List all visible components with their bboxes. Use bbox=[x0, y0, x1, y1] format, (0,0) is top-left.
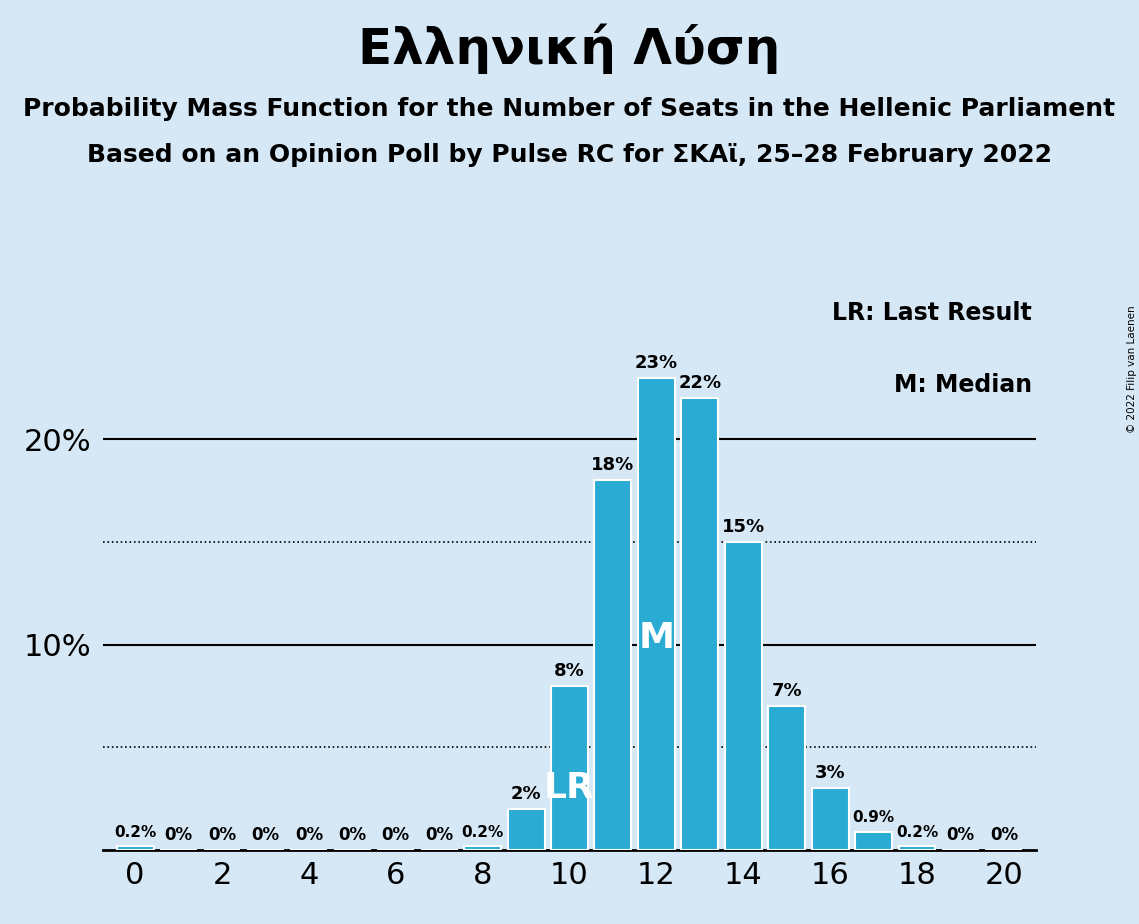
Text: © 2022 Filip van Laenen: © 2022 Filip van Laenen bbox=[1126, 306, 1137, 433]
Text: 23%: 23% bbox=[634, 354, 678, 371]
Text: 0%: 0% bbox=[947, 826, 975, 844]
Text: 0%: 0% bbox=[425, 826, 453, 844]
Text: 0%: 0% bbox=[252, 826, 279, 844]
Text: 0%: 0% bbox=[208, 826, 236, 844]
Text: 0.2%: 0.2% bbox=[896, 825, 939, 840]
Text: Ελληνική Λύση: Ελληνική Λύση bbox=[359, 23, 780, 74]
Bar bbox=[724, 542, 762, 850]
Text: 0%: 0% bbox=[382, 826, 410, 844]
Bar bbox=[508, 809, 544, 850]
Text: Probability Mass Function for the Number of Seats in the Hellenic Parliament: Probability Mass Function for the Number… bbox=[24, 97, 1115, 121]
Bar bbox=[812, 788, 849, 850]
Text: LR: Last Result: LR: Last Result bbox=[833, 301, 1032, 325]
Bar bbox=[855, 832, 892, 850]
Text: 0%: 0% bbox=[990, 826, 1018, 844]
Text: M: Median: M: Median bbox=[894, 373, 1032, 397]
Bar bbox=[116, 846, 154, 850]
Text: 8%: 8% bbox=[555, 662, 584, 680]
Text: Based on an Opinion Poll by Pulse RC for ΣΚΑϊ, 25–28 February 2022: Based on an Opinion Poll by Pulse RC for… bbox=[87, 143, 1052, 167]
Text: 15%: 15% bbox=[722, 518, 764, 536]
Bar bbox=[768, 706, 805, 850]
Text: 0%: 0% bbox=[295, 826, 323, 844]
Text: 18%: 18% bbox=[591, 456, 634, 474]
Text: 0%: 0% bbox=[164, 826, 192, 844]
Text: 0.2%: 0.2% bbox=[114, 825, 156, 840]
Text: 0.9%: 0.9% bbox=[852, 810, 894, 825]
Bar bbox=[681, 398, 719, 850]
Bar bbox=[551, 686, 588, 850]
Bar bbox=[595, 480, 631, 850]
Text: 0%: 0% bbox=[338, 826, 367, 844]
Bar bbox=[638, 378, 674, 850]
Bar bbox=[465, 846, 501, 850]
Text: M: M bbox=[638, 621, 674, 654]
Text: 22%: 22% bbox=[678, 374, 721, 392]
Text: LR: LR bbox=[544, 771, 595, 805]
Text: 0.2%: 0.2% bbox=[461, 825, 503, 840]
Text: 2%: 2% bbox=[510, 784, 541, 803]
Text: 3%: 3% bbox=[814, 764, 845, 783]
Text: 7%: 7% bbox=[771, 682, 802, 700]
Bar bbox=[899, 846, 935, 850]
